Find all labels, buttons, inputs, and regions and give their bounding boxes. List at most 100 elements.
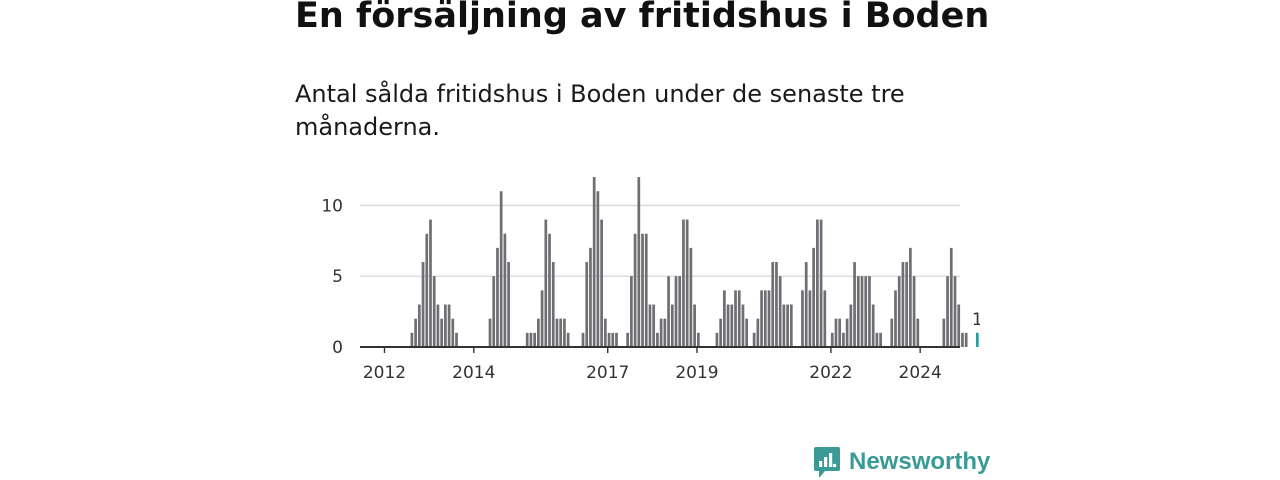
bar	[860, 276, 864, 347]
bar	[901, 262, 905, 347]
bar	[782, 304, 786, 347]
newsworthy-logo-icon	[814, 447, 840, 478]
bar	[525, 332, 529, 347]
x-tick-label: 2022	[809, 363, 852, 383]
bar	[670, 304, 674, 347]
bar	[611, 332, 615, 347]
highlight-value-label: 1	[972, 310, 980, 330]
bar	[946, 276, 949, 347]
bar	[630, 276, 633, 347]
bar	[537, 318, 540, 347]
bar	[648, 304, 652, 347]
bar	[763, 290, 767, 347]
bar	[559, 318, 563, 347]
bar	[533, 332, 536, 347]
bar	[760, 290, 763, 347]
bar	[451, 318, 455, 347]
bar	[563, 318, 566, 347]
bar	[894, 290, 897, 347]
bar	[916, 318, 920, 347]
bar	[775, 262, 778, 347]
bar	[585, 262, 589, 347]
bar	[548, 233, 551, 347]
bar	[730, 304, 734, 347]
bar	[421, 262, 425, 347]
bar	[942, 318, 946, 347]
bar-highlight	[975, 332, 979, 347]
bar	[723, 290, 726, 347]
bar	[674, 276, 678, 347]
x-tick-label: 2017	[586, 363, 629, 383]
bar	[964, 332, 968, 347]
bar	[656, 332, 659, 347]
bar	[953, 276, 957, 347]
bar	[912, 276, 916, 347]
bar	[529, 332, 533, 347]
chart-subtitle: Antal sålda fritidshus i Boden under de …	[295, 80, 905, 141]
bar	[767, 290, 771, 347]
bar	[551, 262, 555, 347]
bar	[499, 191, 503, 347]
bar	[644, 233, 648, 347]
bar	[603, 318, 607, 347]
bar	[816, 219, 819, 347]
bar	[566, 332, 570, 347]
bar	[849, 304, 853, 347]
bar	[496, 247, 499, 347]
bar	[652, 304, 656, 347]
bar	[596, 191, 600, 347]
bar	[868, 276, 871, 347]
bar	[856, 276, 860, 347]
bar-chart: 0 5 10 1 2012 2014 2017 2019 2022 2024	[321, 177, 980, 383]
bar	[771, 262, 775, 347]
bar	[540, 290, 544, 347]
bar	[507, 262, 510, 347]
bar	[823, 290, 827, 347]
bar	[879, 332, 882, 347]
newsworthy-brand[interactable]: Newsworthy	[813, 445, 990, 479]
brand-name: Newsworthy	[849, 448, 991, 475]
bar	[786, 304, 789, 347]
bar	[447, 304, 451, 347]
bar	[607, 332, 611, 347]
bar	[949, 247, 953, 347]
bar	[834, 318, 838, 347]
bar	[641, 233, 644, 347]
chart-headline: En försäljning av fritidshus i Boden	[295, 0, 990, 36]
bar	[842, 332, 845, 347]
bar	[719, 318, 722, 347]
bar	[909, 247, 912, 347]
bar	[555, 318, 559, 347]
bar	[871, 304, 875, 347]
bar	[444, 304, 447, 347]
bar	[637, 177, 641, 347]
bar	[734, 290, 737, 347]
bar	[417, 304, 421, 347]
bar	[689, 247, 693, 347]
bar	[890, 318, 894, 347]
bar	[812, 247, 815, 347]
bar	[503, 233, 507, 347]
x-tick-label: 2014	[452, 363, 495, 383]
bar	[752, 332, 756, 347]
bar	[429, 219, 432, 347]
y-tick-label: 5	[332, 267, 343, 287]
bar	[659, 318, 663, 347]
bar	[425, 233, 429, 347]
bar	[897, 276, 901, 347]
x-tick-label: 2024	[899, 363, 942, 383]
bar	[845, 318, 849, 347]
bar	[715, 332, 719, 347]
bar	[778, 276, 782, 347]
bar	[600, 219, 603, 347]
bar	[875, 332, 879, 347]
bar	[957, 304, 961, 347]
bar	[589, 247, 592, 347]
bar	[633, 233, 637, 347]
y-tick-label: 10	[321, 196, 343, 216]
bar	[414, 318, 417, 347]
bar	[432, 276, 436, 347]
bar	[455, 332, 458, 347]
bar	[667, 276, 670, 347]
bar	[838, 318, 842, 347]
